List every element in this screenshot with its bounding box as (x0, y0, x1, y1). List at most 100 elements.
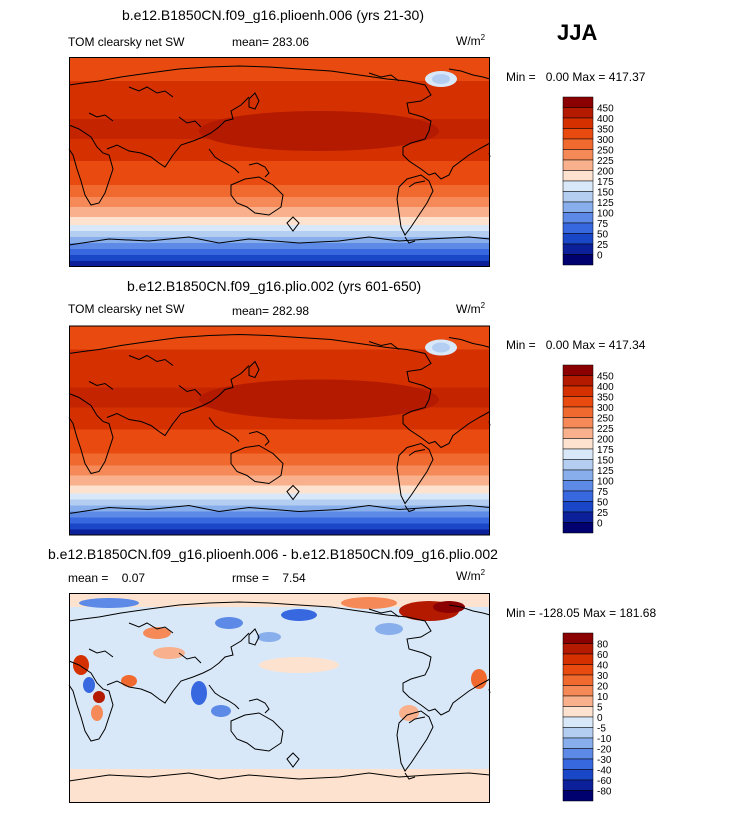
colorbar-tick-label: 350 (597, 393, 614, 404)
panel-1-minmax: Min = 0.00 Max = 417.37 (506, 70, 645, 84)
colorbar-tick-label: 225 (597, 424, 614, 435)
panel-1-mean-value: 283.06 (272, 35, 310, 49)
colorbar-swatch (562, 469, 594, 481)
panel-2-max-label: Max = (572, 338, 606, 352)
colorbar-swatch (562, 685, 594, 697)
colorbar-tick-label: 10 (597, 692, 609, 703)
colorbar-tick-label: 100 (597, 209, 614, 220)
colorbar-tick-label: 5 (597, 703, 603, 714)
colorbar-swatch (562, 653, 594, 665)
colorbar-tick-label: 50 (597, 498, 609, 509)
panel-2-min-label: Min = (506, 338, 536, 352)
colorbar-tick-label: 125 (597, 466, 614, 477)
colorbar-swatch (562, 159, 594, 171)
coastlines (68, 333, 491, 514)
colorbar-swatch (562, 522, 594, 534)
colorbar-swatch (562, 107, 594, 119)
colorbar-swatch (562, 385, 594, 397)
colorbar-tick-label: 300 (597, 403, 614, 414)
colorbar-swatch (562, 501, 594, 513)
panel-2-variable: TOM clearsky net SW (68, 302, 185, 316)
colorbar-swatch (562, 632, 594, 644)
panel-3-minmax: Min = -128.05 Max = 181.68 (506, 606, 656, 620)
colorbar-tick-label: 350 (597, 125, 614, 136)
colorbar-swatch (562, 364, 594, 376)
colorbar-swatch (562, 201, 594, 213)
colorbar-swatch (562, 180, 594, 192)
panel-2-min-value: 0.00 (545, 338, 570, 352)
panel-3-min-label: Min = (506, 606, 536, 620)
colorbar-tick-label: 0 (597, 251, 603, 262)
colorbar-tick-label: 200 (597, 167, 614, 178)
panel-3-mean: mean = 0.07 (68, 571, 145, 585)
panel-2-units-base: W/m (456, 302, 481, 316)
colorbar-tick-label: 0 (597, 519, 603, 530)
colorbar-swatch (562, 480, 594, 492)
colorbar-tick-label: 175 (597, 177, 614, 188)
colorbar-swatch (562, 212, 594, 224)
colorbar-tick-label: 200 (597, 435, 614, 446)
coastlines (68, 65, 491, 246)
colorbar-swatch (562, 191, 594, 203)
panel-1-min-value: 0.00 (545, 70, 570, 84)
colorbar-tick-label: 100 (597, 477, 614, 488)
colorbar-tick-label: 30 (597, 671, 609, 682)
panel-1-variable: TOM clearsky net SW (68, 35, 185, 49)
colorbar-swatch (562, 664, 594, 676)
panel-3-units-exp: 2 (480, 568, 486, 577)
colorbar-swatch (562, 96, 594, 108)
panel-1-max-label: Max = (572, 70, 606, 84)
colorbar-swatch (562, 706, 594, 718)
colorbar-swatch (562, 695, 594, 707)
panel-1-title: b.e12.B1850CN.f09_g16.plioenh.006 (yrs 2… (122, 7, 424, 23)
panel-2-max-value: 417.34 (608, 338, 646, 352)
panel-3-max-label: Max = (583, 606, 617, 620)
panel-1-map (68, 57, 491, 267)
colorbar-tick-label: 20 (597, 682, 609, 693)
colorbar-tick-label: 50 (597, 230, 609, 241)
colorbar-swatch (562, 438, 594, 450)
colorbar-tick-label: 450 (597, 104, 614, 115)
panel-3-rmse-value: 7.54 (282, 571, 306, 585)
season-label: JJA (557, 20, 598, 45)
colorbar-tick-label: 125 (597, 198, 614, 209)
colorbar-tick-label: -10 (597, 734, 612, 745)
panel-3-units-base: W/m (456, 569, 481, 583)
colorbar-swatch (562, 417, 594, 429)
colorbar-swatch (562, 769, 594, 781)
colorbar-tick-label: 40 (597, 661, 609, 672)
panel-2-minmax: Min = 0.00 Max = 417.34 (506, 338, 645, 352)
panel-3-units: W/m2 (456, 568, 485, 583)
colorbar-swatch (562, 459, 594, 471)
colorbar-tick-label: 450 (597, 372, 614, 383)
panel-3-map (68, 593, 491, 803)
panel-2-units-exp: 2 (480, 301, 486, 310)
colorbar-swatch (562, 643, 594, 655)
colorbar-swatch (562, 758, 594, 770)
colorbar-tick-label: -5 (597, 724, 606, 735)
colorbar-swatch (562, 790, 594, 802)
colorbar-swatch (562, 427, 594, 439)
colorbar-swatch (562, 448, 594, 460)
colorbar-tick-label: 75 (597, 487, 609, 498)
colorbar-swatch (562, 222, 594, 234)
panel-1-min-label: Min = (506, 70, 536, 84)
coastlines (68, 601, 491, 782)
colorbar-swatch (562, 233, 594, 245)
colorbar-swatch (562, 716, 594, 728)
panel-3-rmse-label: rmse = (232, 571, 270, 585)
panel-1-units-base: W/m (456, 34, 481, 48)
colorbar-swatch (562, 396, 594, 408)
panel-3-rmse: rmse = 7.54 (232, 571, 306, 585)
colorbar-tick-label: -20 (597, 745, 612, 756)
panel-1-units: W/m2 (456, 33, 485, 48)
colorbar-tick-label: -30 (597, 755, 612, 766)
colorbar-swatch (562, 406, 594, 418)
panel-3-mean-value: 0.07 (121, 571, 146, 585)
colorbar-swatch (562, 375, 594, 387)
colorbar-tick-label: 150 (597, 456, 614, 467)
colorbar-tick-label: 175 (597, 445, 614, 456)
panel-2-map (68, 325, 491, 536)
panel-2-mean-value: 282.98 (272, 304, 310, 318)
